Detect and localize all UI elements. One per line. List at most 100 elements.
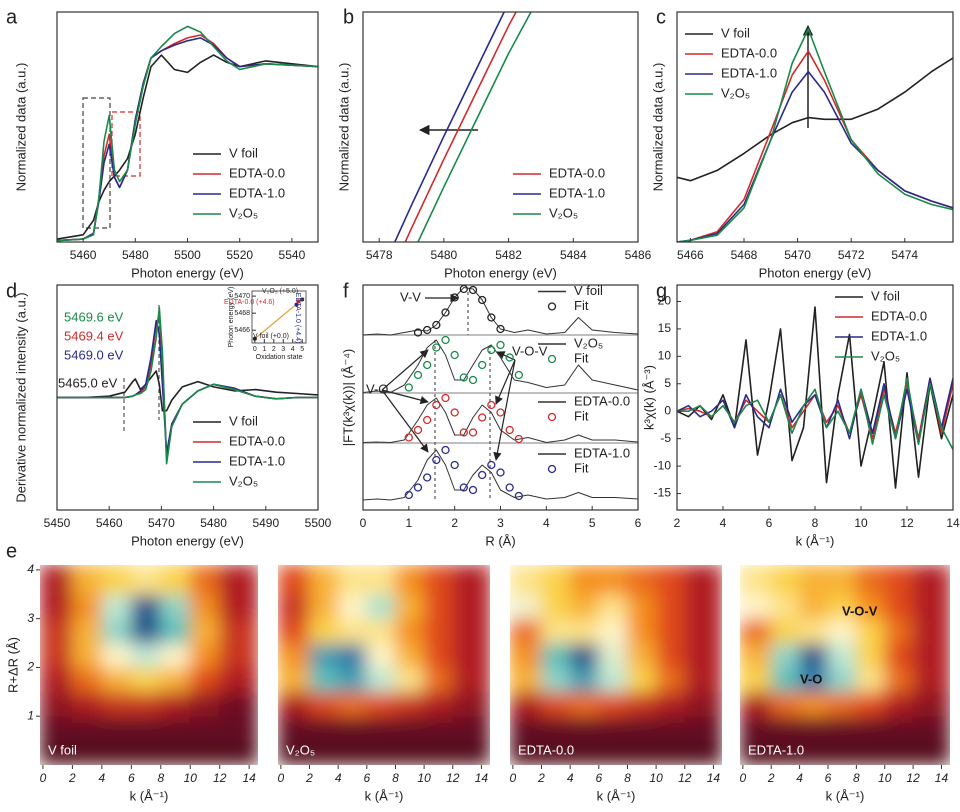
heat-cell xyxy=(510,565,543,595)
fit-point xyxy=(487,313,496,322)
fit-point xyxy=(441,308,450,317)
heat-cell xyxy=(101,593,132,620)
x-tick-label: 5490 xyxy=(252,516,279,530)
heat-cell xyxy=(366,593,396,620)
x-axis-label: k (Å⁻¹) xyxy=(130,788,169,803)
fit-point xyxy=(514,434,523,444)
fit-point xyxy=(478,360,487,370)
plot-area xyxy=(677,306,953,489)
x-axis-label: k (Å⁻¹) xyxy=(796,533,835,548)
heat-cell xyxy=(770,618,801,644)
heat-cell xyxy=(101,715,132,742)
fit-point xyxy=(423,473,432,482)
annotation: 5469.4 eV xyxy=(64,328,124,343)
y-tick-label: 20 xyxy=(658,294,672,308)
legend-label: V foil xyxy=(574,283,603,298)
heat-cell xyxy=(827,593,857,620)
x-tick-label: 12 xyxy=(213,771,227,785)
heat-cell xyxy=(366,740,396,765)
heat-cell xyxy=(309,691,339,717)
fit-point xyxy=(459,428,468,437)
heat-cell xyxy=(626,642,657,668)
annotation: V-O-V xyxy=(512,343,548,358)
y-tick-label: 4 xyxy=(27,562,34,576)
point-label: EDTA-1.0 (+4.4) xyxy=(294,293,301,344)
heat-cell xyxy=(626,593,657,620)
heat-cell xyxy=(71,565,103,595)
heat-cell xyxy=(684,740,722,765)
fit-point xyxy=(496,468,505,477)
heat-cell xyxy=(655,715,686,742)
heat-cell xyxy=(278,593,311,620)
heat-cell xyxy=(189,618,221,644)
fit-point xyxy=(496,408,505,417)
panel-letter: d xyxy=(6,280,17,302)
heat-cell xyxy=(130,642,162,668)
y-tick-label: 5466 xyxy=(234,327,250,334)
x-tick-label: 4 xyxy=(567,771,574,785)
plot-area xyxy=(57,25,318,242)
heat-cell xyxy=(598,593,628,620)
heat-cell xyxy=(278,691,311,717)
heat-cell xyxy=(684,666,722,693)
legend-label: EDTA-0.0 xyxy=(229,165,285,180)
heat-cell xyxy=(394,666,425,693)
heat-cell xyxy=(884,618,914,644)
heat-cell xyxy=(684,565,722,595)
heat-cell xyxy=(855,618,886,644)
heat-cell xyxy=(366,565,396,595)
fit-point xyxy=(468,285,478,295)
heat-cell xyxy=(884,593,914,620)
x-tick-label: 14 xyxy=(475,771,489,785)
fit-point xyxy=(423,415,432,425)
y-tick-label: 0 xyxy=(664,403,671,417)
x-tick-label: 0 xyxy=(278,771,285,785)
heat-cell xyxy=(366,715,396,742)
heat-cell xyxy=(366,642,396,668)
y-tick-label: -15 xyxy=(654,486,672,500)
fit-point xyxy=(505,483,514,492)
annotation: 5469.6 eV xyxy=(64,309,124,324)
heat-cell xyxy=(366,618,396,644)
point-label: EDTA-0.0 (+4.6) xyxy=(224,299,275,306)
heat-cell xyxy=(569,740,600,765)
fit-point xyxy=(423,360,432,370)
panel-letter: e xyxy=(6,540,17,562)
annotation: V-V xyxy=(400,289,421,304)
x-tick-label: 5480 xyxy=(431,248,458,262)
heat-cell xyxy=(337,715,368,742)
heat-cell xyxy=(799,715,829,742)
x-tick-label: 5480 xyxy=(200,516,227,530)
x-axis-label: k (Å⁻¹) xyxy=(826,788,865,803)
fit-point xyxy=(404,433,413,442)
x-tick-label: 2 xyxy=(68,771,76,785)
y-tick-label: -10 xyxy=(654,458,672,472)
heat-cell xyxy=(452,593,490,620)
x-tick-label: 4 xyxy=(720,516,727,530)
x-tick-label: 10 xyxy=(184,771,198,785)
legend-label: V₂O₅ xyxy=(871,348,900,363)
x-tick-label: 4 xyxy=(291,346,295,353)
x-tick-label: 10 xyxy=(878,771,892,785)
heat-cell xyxy=(655,666,686,693)
heat-cell xyxy=(337,740,368,765)
heat-cell xyxy=(130,691,162,717)
x-tick-label: 3 xyxy=(497,516,504,530)
y-tick-label: 10 xyxy=(658,349,672,363)
heat-cell xyxy=(855,666,886,693)
heat-cell xyxy=(884,642,914,668)
legend-label: EDTA-1.0 xyxy=(549,185,605,200)
heat-cell xyxy=(160,618,191,644)
fit-point xyxy=(450,293,459,302)
legend-marker xyxy=(547,412,557,422)
y-tick-label: 1 xyxy=(27,708,34,722)
x-axis-label: Photon energy (eV) xyxy=(759,265,872,280)
heat-cell xyxy=(189,715,221,742)
y-tick-label: 5 xyxy=(664,376,671,390)
panel-name: EDTA-1.0 xyxy=(748,742,804,757)
heat-cell xyxy=(510,642,543,668)
heat-cell xyxy=(337,618,368,644)
heat-cell xyxy=(189,740,221,765)
x-tick-label: 12 xyxy=(678,771,692,785)
heat-cell xyxy=(278,666,311,693)
